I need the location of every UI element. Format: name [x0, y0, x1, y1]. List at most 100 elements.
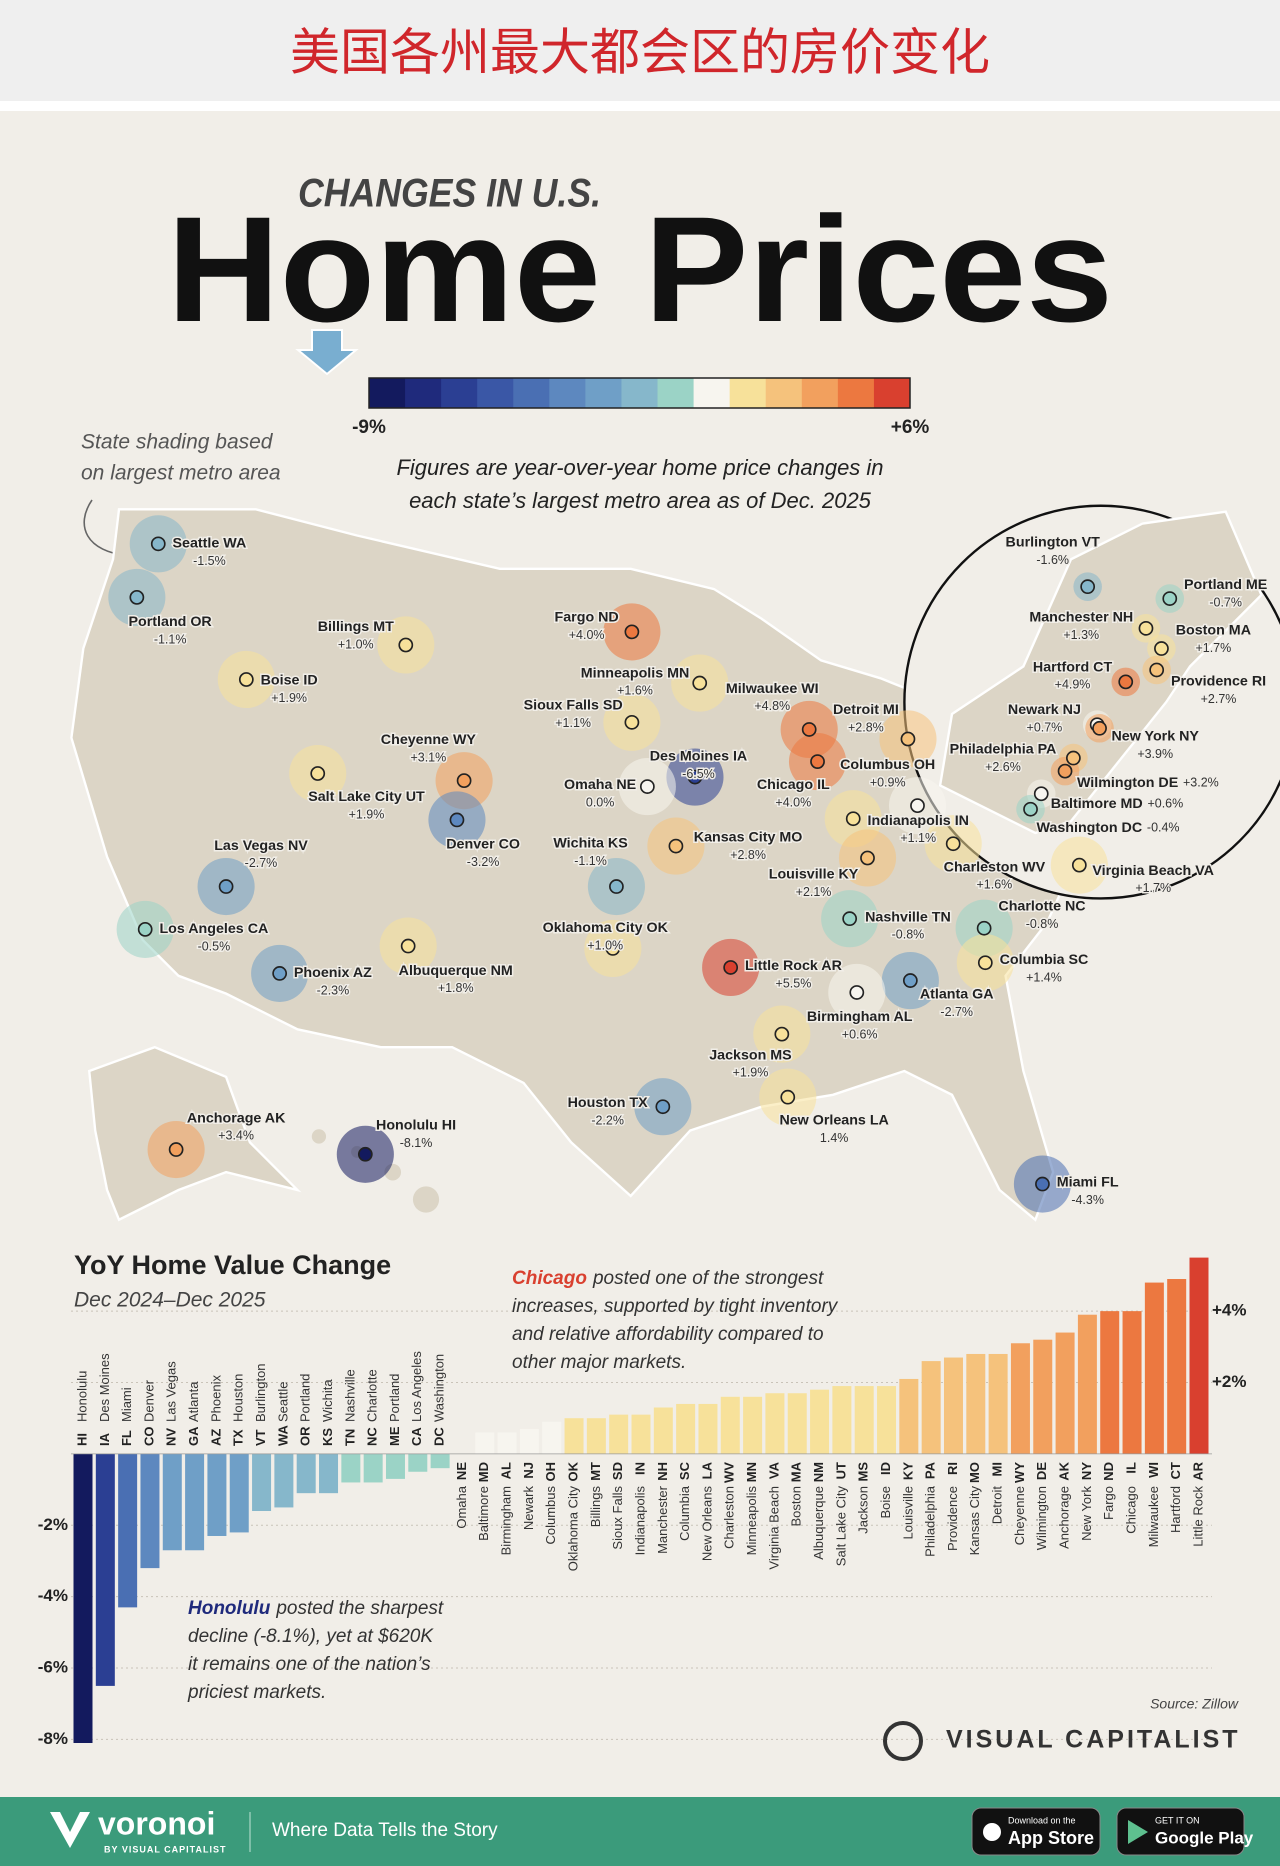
- city-value: +1.3%: [1063, 628, 1099, 642]
- x-tick-label: Houston: [231, 1374, 246, 1422]
- city-name: Des Moines IA: [650, 749, 748, 765]
- city-value: +0.7%: [1027, 721, 1063, 735]
- y-tick-label: -8%: [38, 1729, 68, 1748]
- bar: [408, 1453, 428, 1472]
- x-state-label: UT: [833, 1462, 848, 1479]
- city-value: +3.9%: [1137, 747, 1173, 761]
- bar: [1055, 1332, 1075, 1454]
- city-marker: [238, 672, 254, 687]
- city-marker: [977, 955, 993, 971]
- bar: [363, 1453, 383, 1483]
- legend-swatch: [873, 378, 911, 408]
- city-value: +1.9%: [733, 1066, 769, 1080]
- x-state-label: IA: [97, 1432, 112, 1446]
- bar: [118, 1453, 138, 1608]
- city-markers: [129, 536, 1178, 1192]
- bar: [207, 1453, 227, 1536]
- google-play-badge[interactable]: [1116, 1807, 1245, 1856]
- x-tick-label: Cheyenne: [1012, 1486, 1027, 1545]
- bar: [1077, 1314, 1097, 1454]
- bar: [854, 1386, 874, 1454]
- x-tick-label: Newark: [521, 1486, 536, 1531]
- city-name: Burlington VT: [1006, 534, 1101, 550]
- city-name: Newark NJ: [1008, 702, 1081, 718]
- x-tick-label: Detroit: [990, 1486, 1005, 1525]
- city-value: +1.1%: [900, 831, 936, 845]
- city-marker: [842, 911, 858, 927]
- x-state-label: NY: [1079, 1462, 1094, 1480]
- chart-subtitle: Dec 2024–Dec 2025: [74, 1289, 266, 1312]
- city-value: +2.7%: [1201, 692, 1237, 706]
- y-tick-label: -6%: [38, 1658, 68, 1677]
- city-marker: [1071, 857, 1087, 873]
- x-state-label: NV: [164, 1428, 179, 1446]
- x-tick-label: Jackson: [856, 1486, 871, 1534]
- x-state-label: IL: [1123, 1462, 1138, 1474]
- x-state-label: NC: [365, 1427, 380, 1446]
- x-state-label: TX: [231, 1429, 246, 1446]
- city-marker: [860, 850, 875, 866]
- city-marker: [624, 624, 640, 640]
- bar: [542, 1421, 562, 1454]
- x-tick-label: Honolulu: [74, 1371, 89, 1422]
- app-store-badge[interactable]: [971, 1807, 1101, 1856]
- x-state-label: OK: [565, 1461, 580, 1481]
- city-name: Chicago IL: [757, 777, 830, 793]
- city-marker: [1138, 620, 1154, 636]
- city-value: -2.7%: [245, 856, 278, 870]
- city-value: +0.6%: [842, 1028, 878, 1042]
- city-value: -1.1%: [574, 854, 607, 868]
- bar: [1122, 1311, 1142, 1454]
- bar: [877, 1386, 897, 1454]
- x-state-label: GA: [186, 1426, 201, 1446]
- city-marker: [723, 960, 739, 975]
- city-marker: [357, 1146, 373, 1162]
- city-name: Billings MT: [318, 619, 394, 635]
- city-marker: [150, 536, 166, 552]
- city-value: +1.7%: [1195, 641, 1231, 655]
- x-state-label: AL: [499, 1462, 514, 1479]
- x-tick-label: Minneapolis: [744, 1486, 759, 1556]
- legend-swatch: [585, 378, 622, 408]
- city-marker: [1154, 641, 1169, 656]
- x-state-label: KS: [320, 1428, 335, 1446]
- city-value: -0.8%: [1026, 917, 1059, 931]
- bar: [475, 1432, 495, 1454]
- city-marker: [687, 769, 703, 785]
- x-tick-label: Phoenix: [208, 1375, 223, 1422]
- city-value: +1.0%: [587, 938, 623, 952]
- annotation: decline (-8.1%), yet at $620K: [188, 1626, 434, 1647]
- legend-min-label: -9%: [352, 417, 386, 438]
- city-name: Honolulu HI: [376, 1118, 456, 1134]
- x-tick-label: Portland: [298, 1374, 313, 1422]
- bar: [385, 1453, 405, 1479]
- annotation-text: posted one of the strongest: [592, 1268, 824, 1289]
- x-state-label: AZ: [208, 1429, 223, 1446]
- x-state-label: ME: [387, 1426, 402, 1446]
- city-value: +1.0%: [338, 637, 374, 651]
- bar: [95, 1453, 115, 1686]
- city-name: Albuquerque NM: [399, 963, 513, 979]
- x-tick-label: Louisville: [900, 1486, 915, 1539]
- x-tick-label: Nashville: [342, 1369, 357, 1422]
- x-state-label: CT: [1168, 1462, 1183, 1479]
- city-value: -0.4%: [1147, 821, 1180, 835]
- city-name: Los Angeles CA: [159, 921, 268, 937]
- x-state-label: NJ: [521, 1462, 536, 1479]
- y-tick-label: +4%: [1212, 1301, 1247, 1320]
- x-state-label: DC: [432, 1427, 447, 1446]
- city-value: -0.7%: [1209, 596, 1242, 610]
- city-name: Salt Lake City UT: [308, 789, 425, 805]
- bar: [319, 1453, 339, 1494]
- city-name: Wilmington DE: [1077, 775, 1178, 791]
- source: Source: Zillow: [1150, 1696, 1239, 1712]
- legend-swatch: [369, 378, 406, 408]
- city-marker: [774, 1026, 790, 1042]
- bar: [832, 1386, 852, 1454]
- bar: [497, 1432, 517, 1454]
- x-tick-label: Anchorage: [1057, 1486, 1072, 1549]
- x-state-label: OR: [298, 1426, 313, 1446]
- annotation-highlight: Chicago: [512, 1268, 587, 1289]
- annotation-text: and relative affordability compared to: [512, 1324, 824, 1345]
- city-value: +5.5%: [776, 976, 812, 990]
